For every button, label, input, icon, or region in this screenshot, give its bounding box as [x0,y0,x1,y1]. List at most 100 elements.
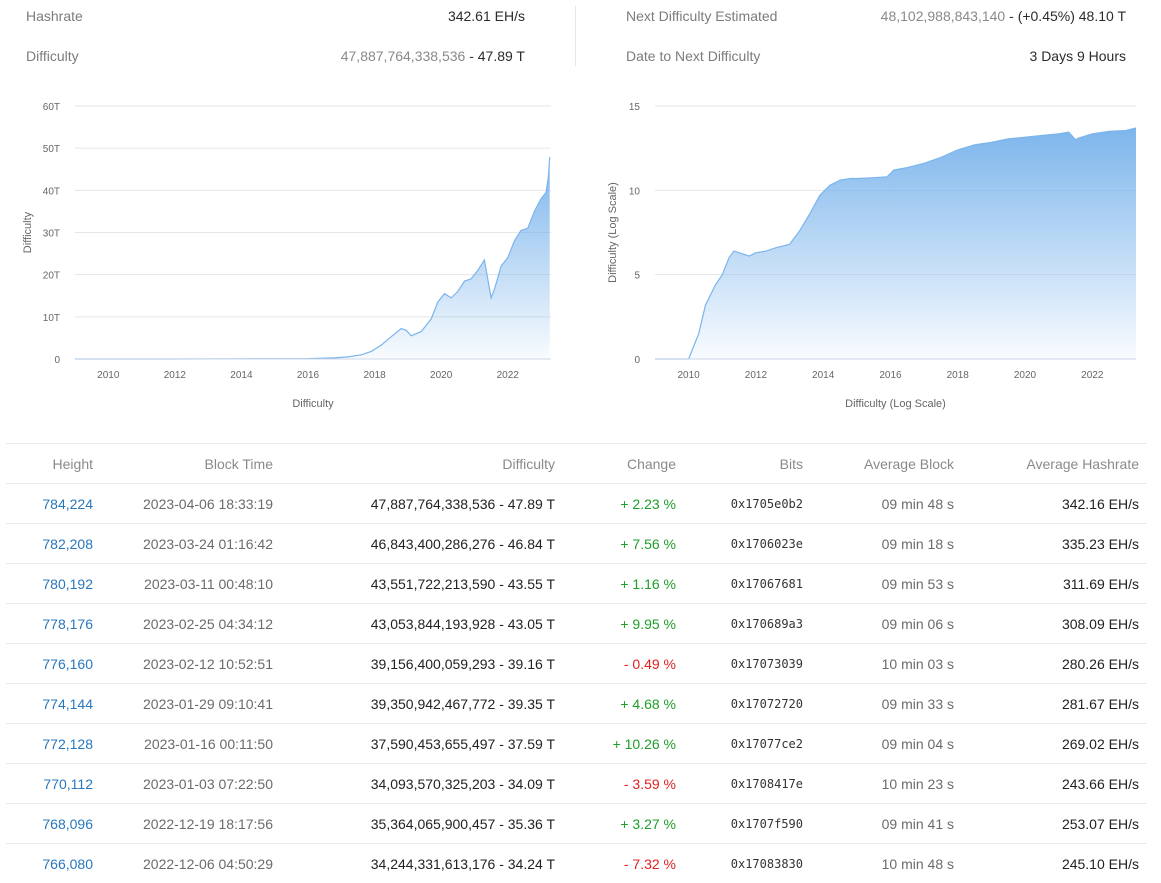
header-block-time[interactable]: Block Time [101,443,281,484]
x-tick-label: 2016 [879,370,902,381]
next-difficulty-separator: - [1005,8,1018,24]
date-next-difficulty-stat: Date to Next Difficulty 3 Days 9 Hours [626,46,1126,66]
x-tick-label: 2012 [164,370,187,381]
cell-average-block: 09 min 53 s [811,563,962,604]
table-header-row: Height Block Time Difficulty Change Bits… [6,443,1147,484]
difficulty-short: 47.89 T [477,48,525,64]
cell-average-hashrate: 280.26 EH/s [962,643,1147,684]
cell-difficulty: 37,590,453,655,497 - 37.59 T [281,723,563,764]
cell-average-block: 10 min 48 s [811,843,962,883]
cell-height: 766,080 [6,843,101,883]
cell-average-block: 10 min 23 s [811,763,962,804]
cell-average-block: 09 min 06 s [811,603,962,644]
cell-change: + 3.27 % [563,803,684,844]
block-height-link[interactable]: 784,224 [42,495,93,512]
table-row: 778,176 2023-02-25 04:34:12 43,053,844,193… [6,603,1147,644]
cell-bits: 0x1708417e [684,763,811,804]
y-tick-label: 20T [43,271,60,282]
cell-change: - 0.49 % [563,643,684,684]
series-line[interactable] [75,156,551,360]
table-row: 782,208 2023-03-24 01:16:42 46,843,400,286… [6,523,1147,564]
table-row: 784,224 2023-04-06 18:33:19 47,887,764,338… [6,483,1147,524]
block-height-link[interactable]: 778,176 [42,615,93,632]
cell-change: + 7.56 % [563,523,684,564]
y-tick-label: 50T [43,144,60,155]
difficulty-chart-svg: 0 10T 20T 30T 40T 50T 60T 2010 2012 2014 2016 2018 2… [22,102,551,410]
header-change[interactable]: Change [563,443,684,484]
x-tick-label: 2018 [363,370,386,381]
header-difficulty[interactable]: Difficulty [281,443,563,484]
block-height-link[interactable]: 770,112 [43,775,93,792]
cell-average-hashrate: 245.10 EH/s [962,843,1147,883]
cell-height: 778,176 [6,603,101,644]
difficulty-log-chart-svg: 0 5 10 15 2010 2012 2014 2016 2018 2020 2022 Diffic… [607,102,1137,410]
header-height[interactable]: Height [6,443,101,484]
cell-average-hashrate: 281.67 EH/s [962,683,1147,724]
cell-change: + 4.68 % [563,683,684,724]
header-average-hashrate[interactable]: Average Hashrate [962,443,1147,484]
cell-average-hashrate: 269.02 EH/s [962,723,1147,764]
cell-height: 774,144 [6,683,101,724]
x-tick-label: 2014 [230,370,253,381]
y-axis-title: Difficulty (Log Scale) [607,182,619,283]
x-axis-title: Difficulty [292,398,334,410]
date-next-difficulty-value: 3 Days 9 Hours [1029,48,1126,64]
x-axis-title: Difficulty (Log Scale) [845,398,946,410]
cell-average-hashrate: 308.09 EH/s [962,603,1147,644]
difficulty-chart: 0 10T 20T 30T 40T 50T 60T 2010 2012 2014 2016 2018 2… [0,90,575,420]
block-height-link[interactable]: 766,080 [42,855,93,872]
next-difficulty-value: 48,102,988,843,140 - (+0.45%) 48.10 T [881,6,1126,26]
cell-bits: 0x170689a3 [684,603,811,644]
y-tick-label: 10T [43,313,60,324]
cell-average-hashrate: 335.23 EH/s [962,523,1147,564]
cell-height: 768,096 [6,803,101,844]
cell-height: 782,208 [6,523,101,564]
y-axis-title: Difficulty [22,211,34,253]
cell-average-block: 09 min 04 s [811,723,962,764]
next-difficulty-label: Next Difficulty Estimated [626,8,778,24]
cell-difficulty: 34,093,570,325,203 - 34.09 T [281,763,563,804]
cell-bits: 0x17073039 [684,643,811,684]
y-tick-label: 0 [54,355,60,366]
cell-block-time: 2022-12-06 04:50:29 [101,843,281,883]
cell-bits: 0x1707f590 [684,803,811,844]
block-height-link[interactable]: 772,128 [42,735,93,752]
difficulty-label: Difficulty [26,48,79,64]
cell-difficulty: 47,887,764,338,536 - 47.89 T [281,483,563,524]
y-tick-label: 5 [634,271,640,282]
block-height-link[interactable]: 774,144 [42,695,93,712]
difficulty-separator: - [465,48,478,64]
hashrate-stat: Hashrate 342.61 EH/s [26,6,525,26]
block-height-link[interactable]: 780,192 [42,575,93,592]
header-bits[interactable]: Bits [684,443,811,484]
cell-bits: 0x1706023e [684,523,811,564]
cell-bits: 0x1705e0b2 [684,483,811,524]
cell-difficulty: 34,244,331,613,176 - 34.24 T [281,843,563,883]
table-row: 776,160 2023-02-12 10:52:51 39,156,400,059… [6,643,1147,684]
series-line[interactable] [655,127,1137,360]
x-tick-label: 2014 [812,370,835,381]
cell-change: + 9.95 % [563,603,684,644]
block-height-link[interactable]: 768,096 [42,815,93,832]
x-tick-label: 2016 [297,370,320,381]
cell-average-hashrate: 311.69 EH/s [962,563,1147,604]
x-tick-label: 2012 [745,370,768,381]
y-tick-label: 60T [43,102,60,113]
table-row: 768,096 2022-12-19 18:17:56 35,364,065,900… [6,803,1147,844]
cell-difficulty: 46,843,400,286,276 - 46.84 T [281,523,563,564]
header-average-block[interactable]: Average Block [811,443,962,484]
block-height-link[interactable]: 782,208 [42,535,93,552]
cell-height: 776,160 [6,643,101,684]
cell-change: + 10.26 % [563,723,684,764]
network-stats: Hashrate 342.61 EH/s Difficulty 47,887,7… [0,0,1161,80]
cell-difficulty: 43,551,722,213,590 - 43.55 T [281,563,563,604]
block-height-link[interactable]: 776,160 [42,655,93,672]
table-row: 770,112 2023-01-03 07:22:50 34,093,570,325… [6,763,1147,804]
y-tick-label: 30T [43,229,60,240]
cell-block-time: 2023-01-29 09:10:41 [101,683,281,724]
y-tick-label: 15 [629,102,641,113]
cell-change: - 3.59 % [563,763,684,804]
x-tick-label: 2020 [1014,370,1037,381]
x-tick-label: 2010 [97,370,120,381]
cell-difficulty: 35,364,065,900,457 - 35.36 T [281,803,563,844]
